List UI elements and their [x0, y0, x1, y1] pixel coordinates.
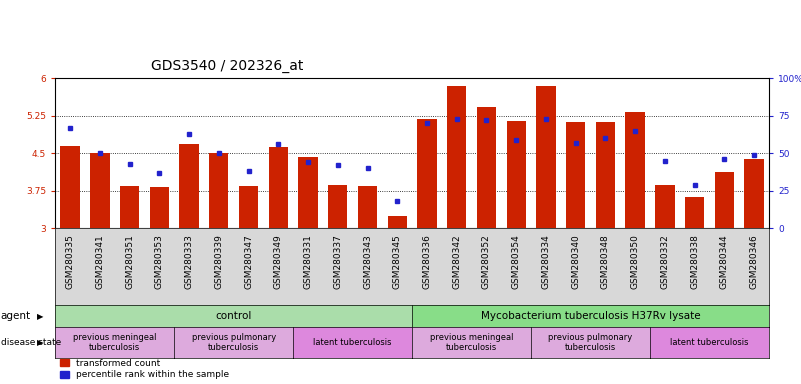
Bar	[298, 157, 318, 228]
Bar	[239, 186, 258, 228]
Text: ▶: ▶	[37, 338, 43, 347]
Text: control: control	[215, 311, 252, 321]
Bar	[744, 159, 764, 228]
Text: GSM280354: GSM280354	[512, 234, 521, 289]
Bar	[60, 146, 80, 228]
Text: latent tuberculosis: latent tuberculosis	[670, 338, 749, 347]
Bar	[209, 153, 228, 228]
Text: GDS3540 / 202326_at: GDS3540 / 202326_at	[151, 59, 304, 73]
Text: GSM280338: GSM280338	[690, 234, 699, 289]
Text: previous pulmonary
tuberculosis: previous pulmonary tuberculosis	[549, 333, 633, 352]
Text: GSM280343: GSM280343	[363, 234, 372, 289]
Text: GSM280344: GSM280344	[720, 234, 729, 289]
Bar	[626, 112, 645, 228]
Bar	[714, 172, 734, 228]
Text: ▶: ▶	[37, 311, 43, 321]
Text: GSM280340: GSM280340	[571, 234, 580, 289]
Bar	[566, 122, 586, 228]
Text: agent: agent	[1, 311, 31, 321]
Legend: transformed count, percentile rank within the sample: transformed count, percentile rank withi…	[60, 359, 229, 379]
Bar	[417, 119, 437, 228]
Text: GSM280335: GSM280335	[66, 234, 74, 289]
Text: GSM280350: GSM280350	[630, 234, 640, 289]
Text: GSM280353: GSM280353	[155, 234, 164, 289]
Bar	[388, 216, 407, 228]
Text: GSM280332: GSM280332	[660, 234, 670, 289]
Bar	[655, 185, 674, 228]
Bar	[91, 153, 110, 228]
Text: Mycobacterium tuberculosis H37Rv lysate: Mycobacterium tuberculosis H37Rv lysate	[481, 311, 700, 321]
Bar	[536, 86, 556, 228]
Text: GSM280351: GSM280351	[125, 234, 134, 289]
Text: GSM280334: GSM280334	[541, 234, 550, 289]
Text: disease state: disease state	[1, 338, 61, 347]
Text: GSM280342: GSM280342	[453, 234, 461, 289]
Text: GSM280333: GSM280333	[184, 234, 194, 289]
Text: GSM280337: GSM280337	[333, 234, 342, 289]
Bar	[685, 197, 704, 228]
Text: previous pulmonary
tuberculosis: previous pulmonary tuberculosis	[191, 333, 276, 352]
Text: GSM280346: GSM280346	[750, 234, 759, 289]
Bar	[179, 144, 199, 228]
Bar	[358, 186, 377, 228]
Bar	[506, 121, 526, 228]
Text: latent tuberculosis: latent tuberculosis	[313, 338, 392, 347]
Text: previous meningeal
tuberculosis: previous meningeal tuberculosis	[73, 333, 156, 352]
Bar	[268, 147, 288, 228]
Bar	[120, 186, 139, 228]
Text: GSM280331: GSM280331	[304, 234, 312, 289]
Text: GSM280345: GSM280345	[392, 234, 402, 289]
Text: GSM280336: GSM280336	[422, 234, 432, 289]
Text: GSM280347: GSM280347	[244, 234, 253, 289]
Bar	[150, 187, 169, 228]
Text: GSM280341: GSM280341	[95, 234, 104, 289]
Text: GSM280339: GSM280339	[215, 234, 223, 289]
Text: GSM280349: GSM280349	[274, 234, 283, 289]
Text: previous meningeal
tuberculosis: previous meningeal tuberculosis	[430, 333, 513, 352]
Bar	[328, 185, 348, 228]
Bar	[477, 107, 496, 228]
Bar	[447, 86, 466, 228]
Text: GSM280348: GSM280348	[601, 234, 610, 289]
Bar	[596, 122, 615, 228]
Text: GSM280352: GSM280352	[482, 234, 491, 289]
